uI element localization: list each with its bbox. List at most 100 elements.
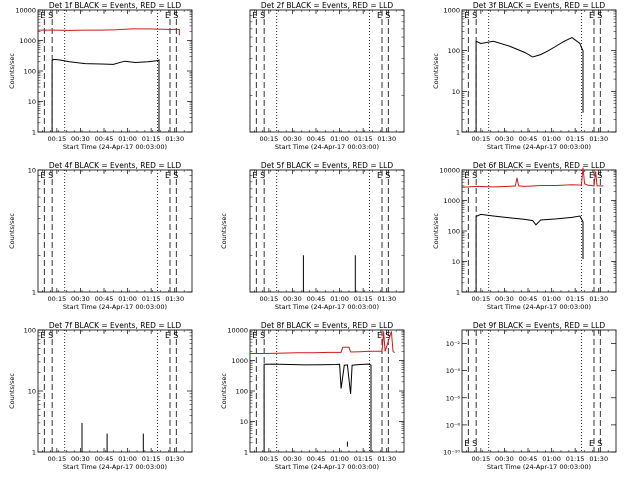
x-tick-label: 01:30 xyxy=(165,135,184,143)
chart-panel-7: Det 7f BLACK = Events, RED = LLD 1 10 100 00… xyxy=(8,321,193,471)
x-tick-label: 01:30 xyxy=(165,455,184,463)
plot-frame xyxy=(249,169,405,293)
y-axis-label: Counts/sec xyxy=(432,213,440,249)
chart-panel-2: Det 2f BLACK = Events, RED = LLD 00:15 00:… xyxy=(249,1,405,151)
x-axis-label: Start Time (24-Apr-17 00:03:00) xyxy=(275,463,379,471)
segment-marker-e: E xyxy=(589,439,594,448)
x-tick-label: 01:15 xyxy=(354,135,373,143)
x-tick-label: 01:15 xyxy=(354,455,373,463)
x-tick-label: 01:30 xyxy=(377,135,396,143)
chart-title: Det 2f BLACK = Events, RED = LLD xyxy=(261,1,394,10)
x-tick-label: 01:30 xyxy=(377,295,396,303)
x-tick-label: 01:15 xyxy=(142,135,161,143)
x-tick-label: 01:00 xyxy=(330,295,349,303)
y-tick-label: 100 xyxy=(24,68,36,76)
x-axis-label: Start Time (24-Apr-17 00:03:00) xyxy=(487,303,591,311)
x-tick-label: 01:00 xyxy=(118,455,137,463)
y-tick-label: 10000 xyxy=(227,327,248,335)
chart-title: Det 7f BLACK = Events, RED = LLD xyxy=(49,321,182,330)
x-tick-label: 00:15 xyxy=(471,295,490,303)
y-tick-label: 100 xyxy=(448,228,460,236)
chart-title: Det 1f BLACK = Events, RED = LLD xyxy=(49,1,182,10)
chart-panel-8: Det 8f BLACK = Events, RED = LLD 1 10 100 10… xyxy=(220,321,405,471)
x-axis-label: Start Time (24-Apr-17 00:03:00) xyxy=(487,143,591,151)
y-tick-label: 10 xyxy=(452,258,460,266)
chart-title: Det 9f BLACK = Events, RED = LLD xyxy=(473,321,606,330)
y-tick-label: 10⁻² xyxy=(446,340,461,348)
y-axis-label: Counts/sec xyxy=(8,213,16,249)
x-tick-label: 00:45 xyxy=(519,135,538,143)
x-axis-label: Start Time (24-Apr-17 00:03:00) xyxy=(275,143,379,151)
y-tick-label: 1 xyxy=(32,449,36,457)
plot-frame xyxy=(461,169,617,293)
y-tick-label: 1000 xyxy=(443,197,460,205)
x-tick-label: 00:30 xyxy=(495,135,514,143)
segment-marker-e: E xyxy=(589,171,594,180)
y-tick-label: 1 xyxy=(244,449,248,457)
plot-frame xyxy=(37,9,193,133)
x-tick-label: 00:15 xyxy=(259,295,278,303)
chart-title: Det 4f BLACK = Events, RED = LLD xyxy=(49,161,182,170)
x-tick-label: 01:30 xyxy=(589,455,608,463)
x-tick-label: 00:30 xyxy=(71,135,90,143)
segment-marker-s: S xyxy=(472,171,477,180)
x-tick-label: 00:15 xyxy=(47,135,66,143)
x-tick-label: 00:45 xyxy=(519,455,538,463)
x-axis-label: Start Time (24-Apr-17 00:03:00) xyxy=(487,463,591,471)
events-series-line xyxy=(475,37,584,132)
chart-title: Det 8f BLACK = Events, RED = LLD xyxy=(261,321,394,330)
x-tick-label: 00:15 xyxy=(259,455,278,463)
segment-marker-e: E xyxy=(377,331,382,340)
x-tick-label: 00:30 xyxy=(283,295,302,303)
y-tick-label: 10 xyxy=(28,388,36,396)
plot-frame xyxy=(249,329,405,453)
segment-marker-e: E xyxy=(252,171,257,180)
lld-series-line xyxy=(250,331,395,354)
segment-marker-s: S xyxy=(173,171,178,180)
chart-title: Det 3f BLACK = Events, RED = LLD xyxy=(473,1,606,10)
x-tick-label: 00:15 xyxy=(471,455,490,463)
y-tick-label: 10⁻¹⁰ xyxy=(443,449,460,457)
x-tick-label: 01:30 xyxy=(589,135,608,143)
y-tick-label: 10 xyxy=(28,167,36,175)
segment-marker-s: S xyxy=(260,331,265,340)
segment-marker-e: E xyxy=(464,171,469,180)
plot-frame xyxy=(461,329,617,453)
chart-panel-1: Det 1f BLACK = Events, RED = LLD 1 10 100 10… xyxy=(8,1,193,151)
events-series-line xyxy=(475,213,584,292)
chart-title: Det 6f BLACK = Events, RED = LLD xyxy=(473,161,606,170)
y-tick-label: 1000 xyxy=(19,37,36,45)
y-axis-label: Counts/sec xyxy=(220,213,228,249)
x-tick-label: 01:00 xyxy=(542,455,561,463)
y-tick-label: 1000 xyxy=(443,7,460,15)
segment-marker-e: E xyxy=(377,11,382,20)
y-tick-label: 10⁻⁶ xyxy=(446,394,461,402)
y-tick-label: 10000 xyxy=(439,167,460,175)
x-tick-label: 01:30 xyxy=(377,455,396,463)
y-tick-label: 10 xyxy=(240,418,248,426)
x-tick-label: 01:30 xyxy=(165,295,184,303)
y-tick-label: 100 xyxy=(448,47,460,55)
x-tick-label: 00:45 xyxy=(95,135,114,143)
segment-marker-s: S xyxy=(173,11,178,20)
x-tick-label: 00:30 xyxy=(71,295,90,303)
x-tick-label: 01:00 xyxy=(542,135,561,143)
x-tick-label: 01:15 xyxy=(566,135,585,143)
chart-panel-3: Det 3f BLACK = Events, RED = LLD 1 10 100 10… xyxy=(432,1,617,151)
segment-marker-s: S xyxy=(597,171,602,180)
segment-marker-s: S xyxy=(597,11,602,20)
segment-marker-s: S xyxy=(385,11,390,20)
x-tick-label: 00:30 xyxy=(283,135,302,143)
plot-frame xyxy=(37,169,193,293)
y-axis-label: Counts/sec xyxy=(432,53,440,89)
segment-marker-e: E xyxy=(589,11,594,20)
segment-marker-s: S xyxy=(48,331,53,340)
y-tick-label: 10000 xyxy=(15,7,36,15)
segment-marker-e: E xyxy=(40,11,45,20)
segment-marker-s: S xyxy=(597,439,602,448)
segment-marker-e: E xyxy=(165,11,170,20)
segment-marker-s: S xyxy=(385,331,390,340)
x-tick-label: 01:15 xyxy=(566,295,585,303)
x-axis-label: Start Time (24-Apr-17 00:03:00) xyxy=(275,303,379,311)
